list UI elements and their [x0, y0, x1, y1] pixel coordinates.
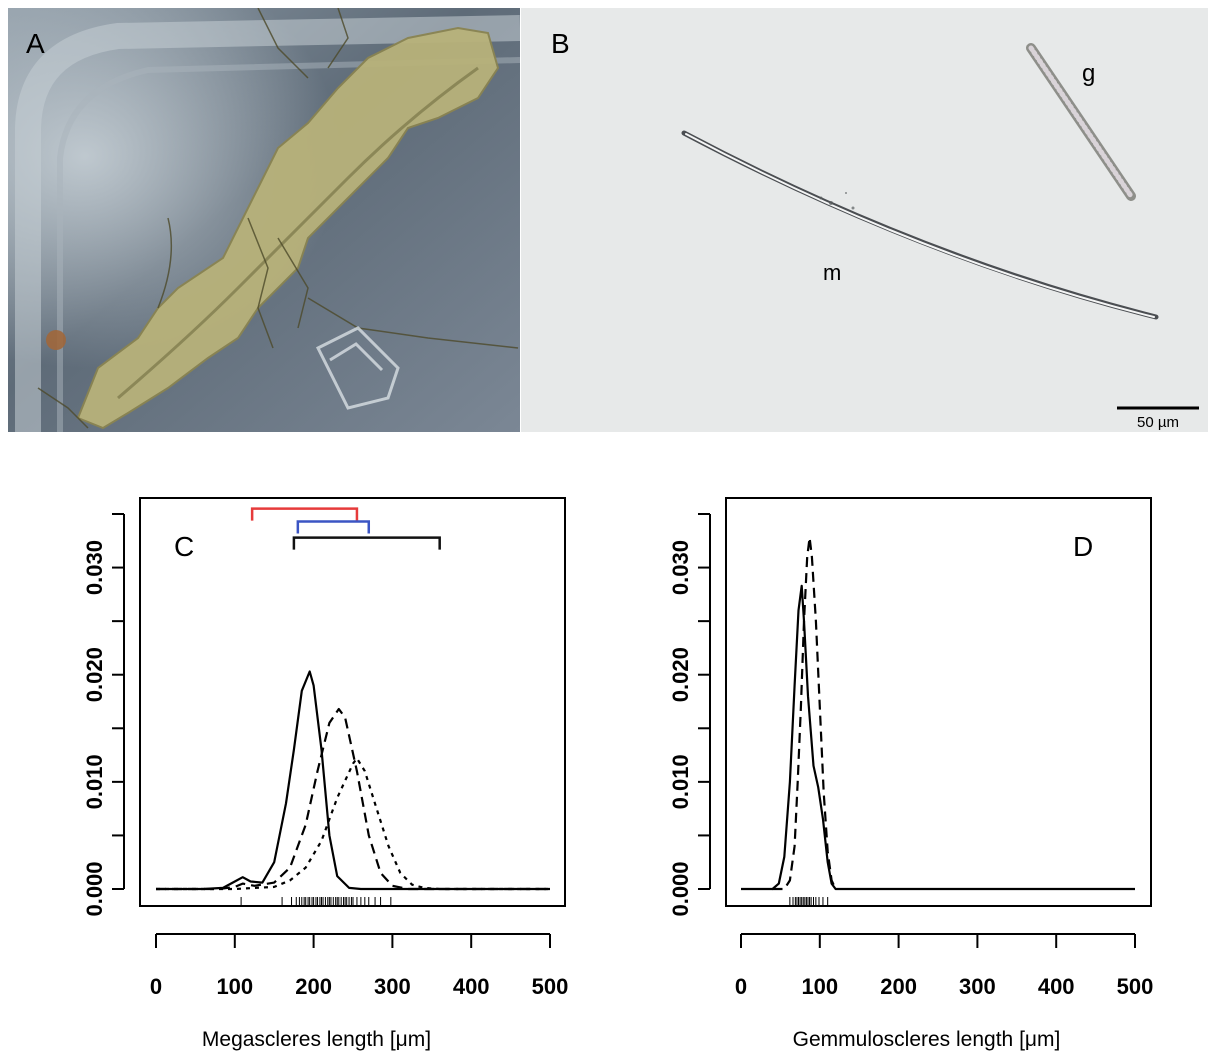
x-tick-label: 200 — [295, 974, 332, 999]
chart-d-svg: 0.000 0.010 0.020 0.030 0 100 200 300 400 500 Gemm… — [668, 497, 1154, 1051]
megasclere-spicule-core — [685, 133, 1155, 318]
panel-letter-a: A — [26, 28, 45, 59]
scale-bar-label: 50 µm — [1137, 414, 1179, 431]
x-tick-label: 500 — [532, 974, 569, 999]
x-tick-label: 100 — [216, 974, 253, 999]
density-plot-megascleres: 0.000 0.010 0.020 0.030 0 100 200 300 400 500 Mega… — [60, 478, 600, 1056]
y-tick-label: 0.000 — [82, 861, 107, 916]
y-tick-label: 0.020 — [82, 647, 107, 702]
x-tick-label: 300 — [374, 974, 411, 999]
density-line-dashed — [156, 707, 550, 891]
x-axis-label: Gemmuloscleres length [μm] — [793, 1028, 1061, 1051]
x-tick-label: 100 — [801, 974, 838, 999]
x-tick-label: 400 — [453, 974, 490, 999]
panel-letter: D — [1073, 531, 1093, 562]
label-megasclere: m — [823, 260, 842, 285]
density-plot-gemmuloscleres: 0.000 0.010 0.020 0.030 0 100 200 300 400 500 Gemm… — [650, 478, 1208, 1056]
x-tick-label: 0 — [150, 974, 162, 999]
photo-panel-b: B m g 50 µm — [521, 8, 1208, 432]
x-tick-label: 500 — [1117, 974, 1154, 999]
range-bracket — [250, 507, 359, 521]
x-tick-label: 0 — [735, 974, 747, 999]
density-line-dotted — [156, 757, 550, 891]
y-tick-label: 0.030 — [668, 540, 693, 595]
label-gemmulosclere: g — [1082, 60, 1096, 87]
y-tick-label: 0.020 — [668, 647, 693, 702]
panel-letter-b: B — [551, 28, 570, 59]
sponge-photo — [8, 7, 521, 432]
y-tick-label: 0.000 — [668, 861, 693, 916]
range-bracket — [292, 536, 441, 550]
plot-frame — [139, 497, 566, 907]
x-tick-label: 200 — [880, 974, 917, 999]
y-tick-label: 0.030 — [82, 540, 107, 595]
x-tick-label: 400 — [1038, 974, 1075, 999]
chart-c-svg: 0.000 0.010 0.020 0.030 0 100 200 300 400 500 Mega… — [82, 497, 569, 1051]
y-tick-label: 0.010 — [668, 754, 693, 809]
photo-panel-a: A — [8, 7, 521, 432]
range-bracket — [296, 520, 371, 534]
x-tick-label: 300 — [959, 974, 996, 999]
x-axis-label: Megascleres length [μm] — [202, 1028, 431, 1051]
y-tick-label: 0.010 — [82, 754, 107, 809]
density-line-dashed — [772, 536, 837, 891]
plot-frame — [725, 497, 1152, 907]
spicule-micrograph — [521, 8, 1208, 432]
density-line-solid — [156, 670, 550, 891]
panel-letter: C — [174, 531, 194, 562]
